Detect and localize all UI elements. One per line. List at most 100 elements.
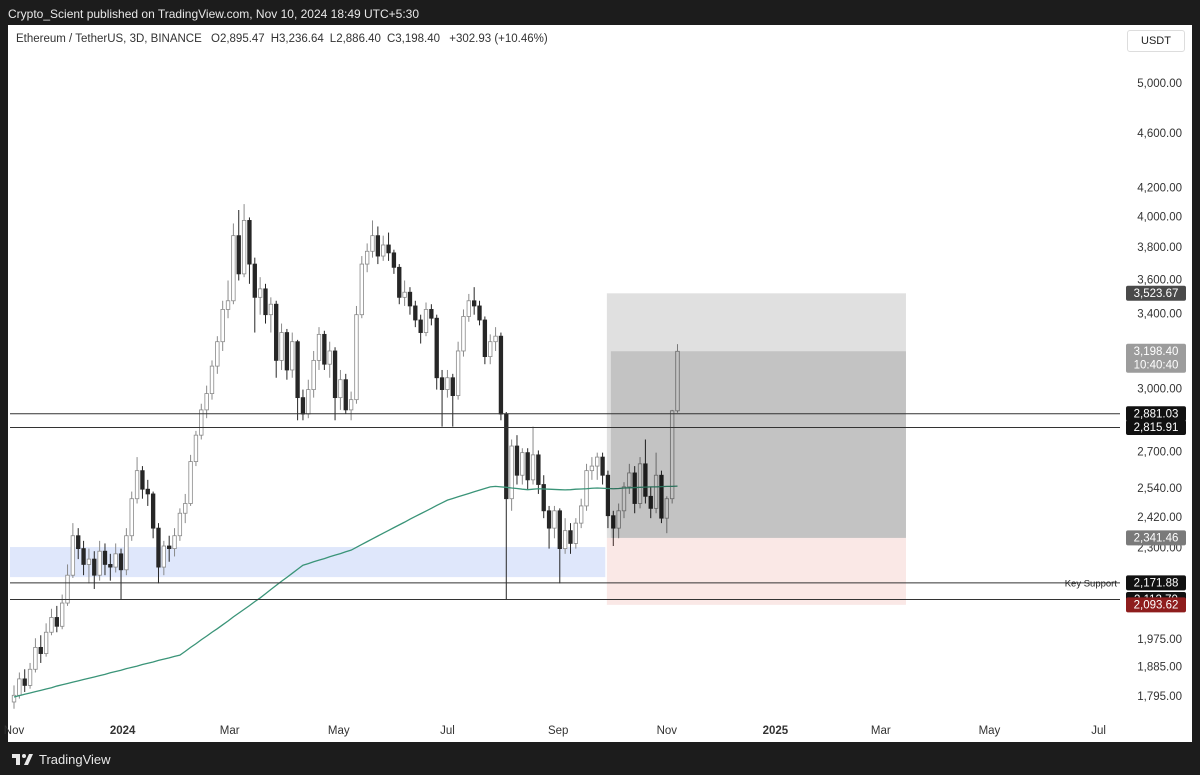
candle-body [402,291,407,298]
candle-body [247,220,252,265]
candle-body [509,445,514,500]
x-tick-label: May [979,725,1001,737]
candle-body [659,474,664,519]
candle-body [643,463,648,497]
candle-body [482,319,488,358]
candle-body [257,288,263,298]
candle-body [595,456,600,467]
candle-body [43,631,49,654]
x-tick-label: Nov [4,725,25,737]
candle-body [27,668,33,686]
candle-body [145,488,150,495]
candle-body [562,530,568,550]
candle-body [33,646,38,670]
candle-body [525,452,530,481]
candle-body [429,309,434,319]
candle-body [49,617,54,633]
last-price-label: 3,198.40 [1134,346,1179,358]
entry-label-box [1126,530,1186,546]
candle-body [605,474,611,517]
candle-body [627,472,632,488]
candle-body [54,617,59,627]
target-label-box [1126,285,1186,301]
candle-body [113,553,118,568]
last-price-box [1126,343,1186,373]
y-tick-label: 1,885.00 [1137,662,1182,674]
target-label: 3,523.67 [1134,288,1179,300]
candle-body [600,456,605,476]
candle-body [648,495,653,509]
field-value: 2,886.40 [336,33,381,45]
candle-body [76,535,81,550]
candle-body [375,235,381,257]
candle-body [343,379,348,411]
x-tick-label: Jul [1091,725,1106,737]
candle-body [466,300,471,317]
x-tick-label: Nov [657,725,678,737]
candle-body [241,220,247,275]
candle-body [332,350,338,399]
candle-body [327,350,332,365]
countdown: 10:40:40 [1134,359,1179,371]
candle-body [472,300,477,307]
chart-card [8,25,1192,742]
candle-body [434,317,439,379]
candle-body [589,465,595,472]
stop-zone [606,537,906,605]
candle-body [209,365,215,394]
candle-body [60,602,65,627]
candle-body [573,522,579,544]
candle-body [579,505,584,524]
candle-body [70,535,76,576]
currency-button[interactable]: USDT [1127,30,1185,52]
candle-body [316,333,322,361]
publisher-bar: Crypto_Scient published on TradingView.c… [8,7,420,21]
field-key: C [386,33,396,45]
candle-body [300,397,306,415]
x-tick-label: Mar [871,725,891,737]
candle-body [552,510,557,529]
price-line-label-box [1126,406,1186,422]
candle-body [108,564,113,568]
candle-body [611,515,616,529]
footer-brand: TradingView [12,748,111,770]
candle-body [252,263,257,298]
candle-body [504,413,509,500]
candle-body [418,319,423,333]
candle-body [675,350,680,412]
candle-body [86,558,92,565]
candle-body [348,399,354,411]
candle-body [204,393,209,411]
candle-body [295,341,300,399]
candle-body [498,335,504,415]
candle-body [97,550,102,576]
candle-body [236,235,241,275]
candle-body [193,434,199,462]
x-tick-label: 2024 [110,725,136,737]
price-line-label: 2,881.03 [1134,408,1179,420]
profit-zone [606,293,906,538]
candle-body [129,498,134,537]
candle-body [279,332,284,361]
candle-body [338,379,343,399]
candle-body [263,288,268,316]
brand-logo [12,754,33,765]
candle-body [514,445,520,476]
realized-zone [610,351,906,538]
candle-body [81,548,86,565]
y-tick-label: 3,400.00 [1137,309,1182,321]
y-tick-label: 2,300.00 [1137,543,1182,555]
field-key: H [270,33,280,45]
candle-body [391,252,397,268]
stop-label-box [1126,597,1186,613]
candle-body [65,574,70,604]
candle-body [520,452,525,476]
candle-body [541,484,546,512]
candle-body [568,530,573,544]
field-value: 3,236.64 [279,33,324,45]
candle-body [386,244,391,254]
candle-body [124,535,129,571]
candle-body [616,510,621,529]
candle-body [354,314,359,401]
